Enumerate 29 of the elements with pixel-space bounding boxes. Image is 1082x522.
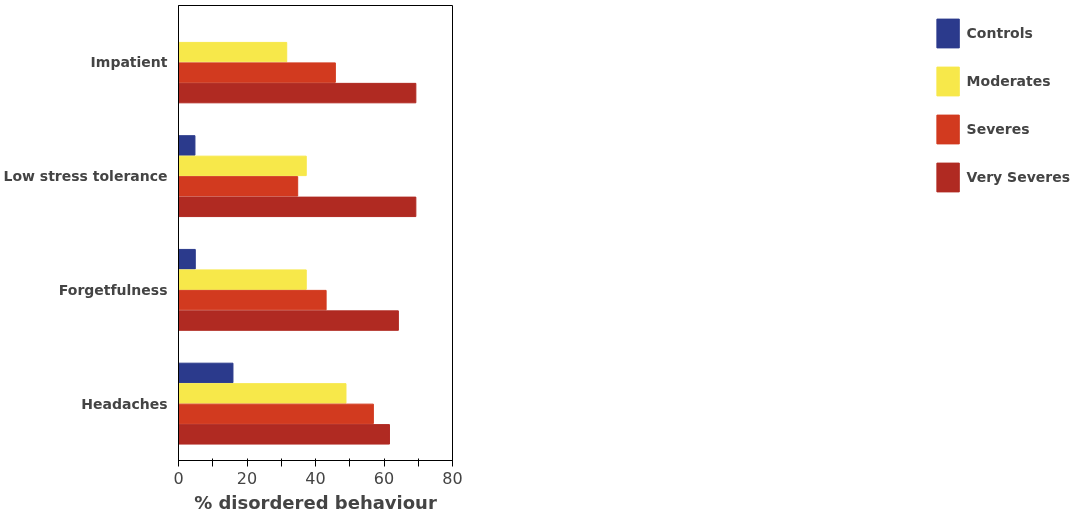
- bar: [178, 362, 234, 384]
- bar: [178, 403, 374, 425]
- bar: [178, 41, 288, 63]
- bar: [178, 135, 196, 156]
- y-tick-label: Impatient: [90, 54, 168, 71]
- x-tick-label: 0: [173, 468, 184, 488]
- x-tick-label: 80: [442, 468, 463, 488]
- legend-label: Controls: [966, 25, 1033, 41]
- legend-label: Severes: [966, 121, 1030, 137]
- bar: [178, 310, 399, 331]
- bar: [178, 269, 307, 290]
- legend-label: Very Severes: [966, 169, 1070, 185]
- legend-label: Moderates: [966, 73, 1051, 89]
- x-tick-label: 60: [373, 468, 395, 488]
- bar: [178, 82, 417, 104]
- bar: [178, 176, 299, 197]
- x-tick-label: 40: [305, 468, 326, 488]
- y-tick-label: Forgetfulness: [58, 281, 168, 298]
- y-tick-label: Headaches: [81, 395, 168, 412]
- bar: [178, 196, 417, 218]
- x-tick-label: 20: [236, 468, 258, 488]
- bar: [178, 383, 347, 404]
- bar: [178, 248, 196, 270]
- x-axis-title: % disordered behaviour: [194, 491, 437, 513]
- bar: [178, 62, 336, 83]
- bar: [178, 289, 327, 311]
- bar: [178, 155, 307, 177]
- bar: [178, 424, 390, 445]
- y-tick-label: Low stress tolerance: [3, 168, 168, 185]
